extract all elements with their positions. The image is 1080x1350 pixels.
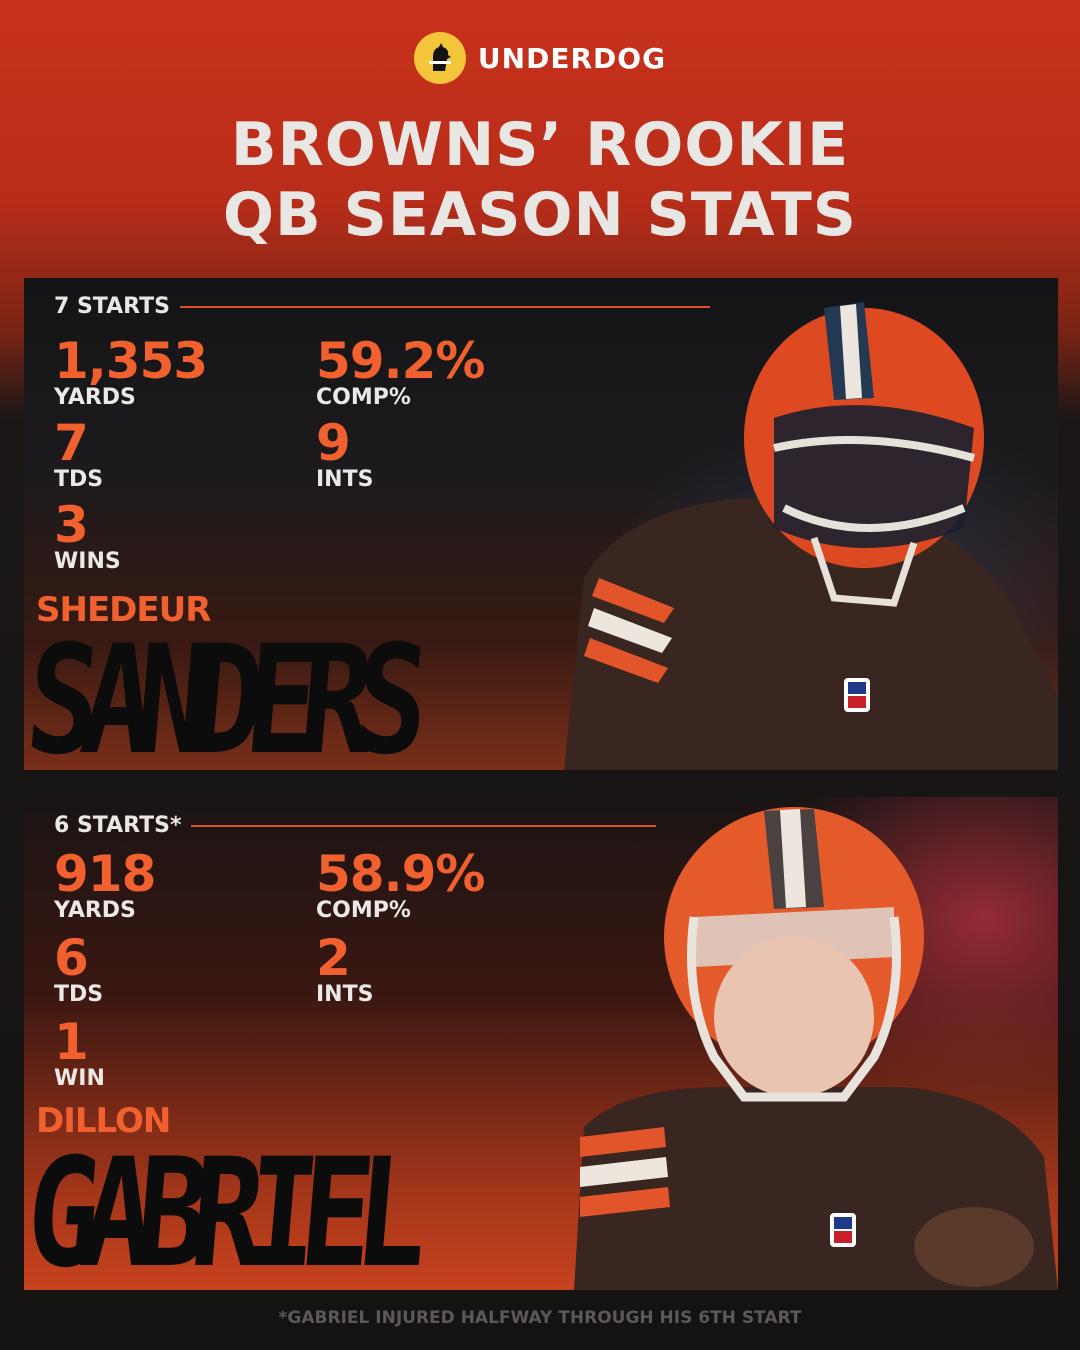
- player-card-gabriel: 6 STARTS* 918 YARDS 58.9% COMP% 6 TDS 2 …: [24, 797, 1058, 1290]
- stat-label: COMP%: [316, 898, 411, 923]
- player-first-name: SHEDEUR: [36, 590, 211, 630]
- player-photo-gabriel: [574, 807, 1058, 1290]
- stat-comp-pct: 59.2% COMP%: [316, 332, 485, 410]
- player-card-sanders: 7 STARTS 1,353 YARDS 59.2% COMP% 7 TDS 9…: [24, 278, 1058, 770]
- stat-wins: 3 WINS: [54, 500, 121, 574]
- player-last-name: SANDERS: [24, 614, 418, 770]
- starts-count: 6 STARTS*: [54, 813, 182, 838]
- stat-comp-pct: 58.9% COMP%: [316, 845, 485, 923]
- starts-count: 7 STARTS: [54, 294, 170, 319]
- stat-label: WINS: [54, 549, 121, 574]
- stat-wins: 1 WIN: [54, 1017, 105, 1091]
- starts-row: 7 STARTS: [54, 294, 710, 319]
- stat-tds: 7 TDS: [54, 418, 103, 492]
- underdog-dog-icon: [413, 32, 466, 84]
- title-line-2: QB SEASON STATS: [223, 180, 857, 250]
- stat-ints: 2 INTS: [316, 933, 373, 1007]
- stat-label: TDS: [54, 982, 104, 1007]
- stat-ints: 9 INTS: [316, 418, 373, 492]
- page-title: BROWNS’ ROOKIE QB SEASON STATS: [0, 110, 1080, 250]
- starts-row: 6 STARTS*: [54, 813, 657, 838]
- player-first-name: DILLON: [36, 1101, 171, 1141]
- stat-value: 6: [54, 929, 89, 987]
- stat-value: 7: [54, 414, 89, 472]
- stat-label: WIN: [54, 1066, 105, 1091]
- stat-label: INTS: [316, 982, 374, 1007]
- player-photo-sanders: [564, 302, 1058, 770]
- stat-value: 9: [316, 414, 351, 472]
- player-last-name: GABRIEL: [24, 1127, 418, 1290]
- stat-value: 3: [54, 496, 89, 554]
- brand-header: UNDERDOG: [0, 32, 1080, 84]
- stat-value: 58.9%: [316, 845, 485, 903]
- stat-value: 918: [54, 845, 156, 903]
- title-line-1: BROWNS’ ROOKIE: [230, 110, 850, 180]
- divider: [191, 824, 657, 827]
- stat-yards: 918 YARDS: [54, 845, 156, 923]
- footnote: *GABRIEL INJURED HALFWAY THROUGH HIS 6TH…: [278, 1308, 802, 1328]
- stat-label: TDS: [54, 467, 104, 492]
- stat-label: COMP%: [316, 385, 411, 410]
- brand-name: UNDERDOG: [477, 41, 667, 75]
- stat-value: 1: [54, 1013, 89, 1071]
- stat-value: 1,353: [54, 332, 208, 390]
- divider: [179, 305, 710, 308]
- stat-yards: 1,353 YARDS: [54, 332, 208, 410]
- stat-tds: 6 TDS: [54, 933, 103, 1007]
- stat-label: INTS: [316, 467, 374, 492]
- stat-value: 2: [316, 929, 351, 987]
- stat-label: YARDS: [54, 898, 136, 923]
- stat-value: 59.2%: [316, 332, 485, 390]
- stat-label: YARDS: [54, 385, 136, 410]
